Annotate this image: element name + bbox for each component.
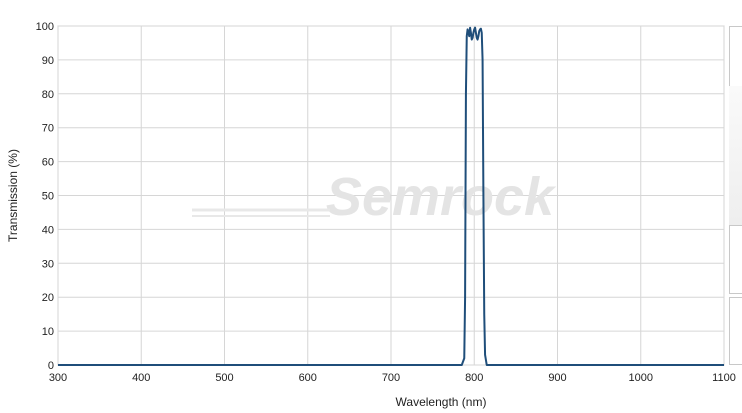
x-tick-label: 700: [382, 372, 400, 384]
x-tick-label: 1100: [712, 372, 736, 384]
side-panel-middle: [729, 225, 742, 294]
side-panel-gradient: [729, 86, 742, 225]
y-tick-label: 20: [42, 292, 54, 304]
y-tick-label: 80: [42, 89, 54, 101]
x-tick-label: 300: [49, 372, 67, 384]
x-tick-label: 800: [465, 372, 483, 384]
y-tick-label: 90: [42, 55, 54, 67]
series-line: [58, 26, 724, 366]
y-tick-label: 70: [42, 123, 54, 135]
x-tick-label: 900: [548, 372, 566, 384]
y-tick-label: 60: [42, 157, 54, 169]
y-tick-label: 30: [42, 258, 54, 270]
x-tick-label: 400: [132, 372, 150, 384]
watermark-logo: Semrock: [326, 167, 557, 227]
x-tick-label: 500: [215, 372, 233, 384]
y-tick-label: 10: [42, 326, 54, 338]
side-panel-top: [729, 26, 742, 87]
side-panel-bottom: [729, 297, 742, 365]
x-axis-label: Wavelength (nm): [396, 395, 487, 409]
x-tick-label: 600: [299, 372, 317, 384]
y-axis-label: Transmission (%): [6, 149, 20, 242]
y-tick-label: 50: [42, 191, 54, 203]
y-tick-label: 40: [42, 224, 54, 236]
y-tick-label: 0: [48, 360, 54, 372]
y-tick-label: 100: [36, 21, 54, 33]
x-tick-label: 1000: [629, 372, 653, 384]
